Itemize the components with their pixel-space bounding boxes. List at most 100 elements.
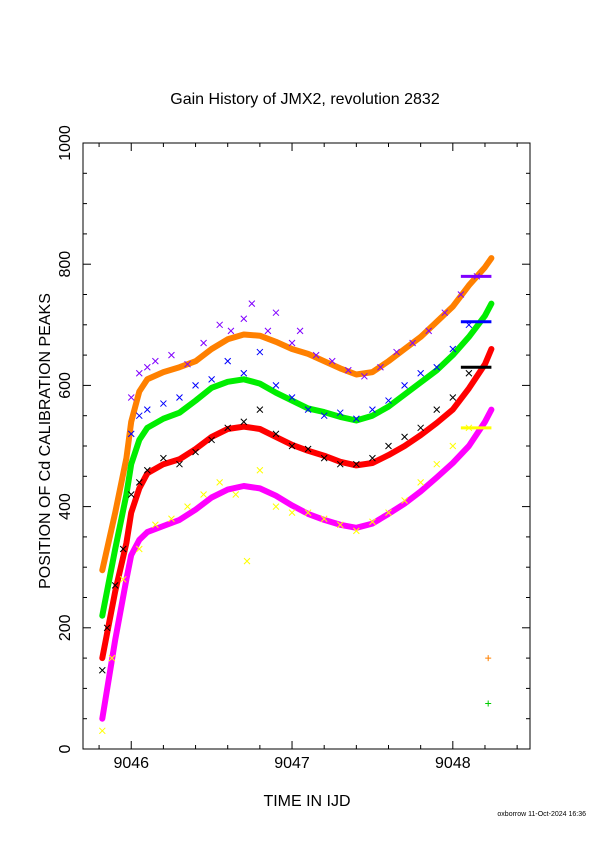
data-point (433, 363, 441, 371)
data-point (449, 345, 457, 353)
data-point (272, 430, 280, 438)
footer-credit: oxborrow 11-Oct-2024 16:36 (497, 811, 586, 818)
y-tick-label: 800 (57, 251, 74, 278)
data-point (449, 394, 457, 401)
data-point (409, 339, 416, 347)
series-curve (99, 300, 495, 619)
y-tick-label: 200 (57, 614, 74, 641)
data-point (304, 445, 312, 453)
x-tick-label: 9046 (113, 755, 149, 772)
y-tick-label: 600 (57, 372, 74, 399)
data-point (272, 503, 280, 510)
data-point (143, 466, 151, 474)
data-point (417, 479, 425, 486)
data-point (208, 375, 215, 383)
data-point (98, 727, 106, 735)
x-axis-label: TIME IN IJD (263, 793, 350, 810)
data-point (200, 491, 207, 498)
data-point (256, 348, 264, 356)
data-point (248, 300, 256, 307)
data-point (127, 430, 135, 438)
data-point (465, 369, 473, 377)
data-point (184, 360, 191, 368)
series-9 (485, 700, 492, 707)
data-point (127, 394, 135, 401)
data-point (200, 339, 207, 347)
data-point (425, 327, 433, 335)
plot-frame (82, 142, 531, 750)
data-point (240, 315, 248, 323)
data-point (417, 424, 425, 432)
data-point (288, 394, 296, 401)
data-point (441, 309, 449, 317)
data-point (176, 460, 183, 468)
data-point (272, 382, 280, 389)
y-axis-label: POSITION OF Cd CALIBRATION PEAKS (37, 293, 54, 589)
data-point (135, 479, 143, 486)
data-point (304, 406, 312, 413)
data-point (192, 382, 199, 389)
data-point (232, 491, 240, 498)
data-point (135, 545, 143, 553)
data-point (352, 415, 360, 423)
data-point (385, 509, 392, 517)
data-point (135, 412, 143, 420)
data-point (152, 521, 159, 529)
data-point (168, 515, 175, 523)
data-point (352, 460, 360, 468)
data-point (377, 363, 384, 371)
data-point (449, 442, 457, 450)
data-point (385, 397, 392, 404)
data-point (135, 369, 143, 377)
data-point (385, 442, 392, 450)
series-3 (99, 406, 495, 722)
data-point (401, 433, 408, 441)
data-point (336, 409, 344, 417)
data-point (152, 357, 159, 365)
data-point (160, 454, 167, 462)
data-point (288, 442, 296, 450)
data-point (256, 466, 264, 474)
series-curve (99, 255, 495, 574)
data-point (224, 357, 232, 365)
data-point (485, 700, 492, 707)
y-tick-label: 0 (57, 744, 74, 753)
data-point (344, 366, 352, 374)
axis-ticks: 9046 9047 9048 0 200 400 600 800 1000 (57, 125, 530, 772)
data-point (393, 348, 400, 356)
series-8 (485, 655, 492, 662)
series-1 (99, 300, 495, 619)
data-point (160, 400, 167, 407)
data-point (328, 357, 336, 365)
data-point (224, 424, 232, 432)
data-point (369, 518, 376, 526)
y-tick-label: 400 (57, 493, 74, 520)
data-point (485, 655, 492, 662)
data-point (127, 491, 135, 498)
data-point (401, 497, 408, 504)
series-0 (99, 255, 495, 574)
series-curve (99, 406, 495, 722)
data-point (176, 394, 183, 401)
series-4 (127, 272, 481, 401)
data-point (320, 454, 328, 462)
data-point (401, 382, 408, 389)
data-point (143, 406, 151, 413)
series-curve (99, 346, 495, 662)
data-point (208, 436, 215, 444)
data-point (352, 527, 360, 535)
data-point (272, 309, 280, 317)
data-point (143, 363, 151, 371)
data-point (119, 545, 127, 553)
data-point (168, 351, 175, 359)
data-point (256, 406, 264, 413)
data-point (288, 339, 296, 347)
chart-title: Gain History of JMX2, revolution 2832 (170, 91, 440, 108)
data-point (98, 666, 106, 674)
data-point (417, 369, 425, 377)
data-point (216, 321, 224, 329)
x-tick-label: 9048 (435, 755, 471, 772)
series-6 (98, 369, 473, 674)
series-2 (99, 346, 495, 662)
